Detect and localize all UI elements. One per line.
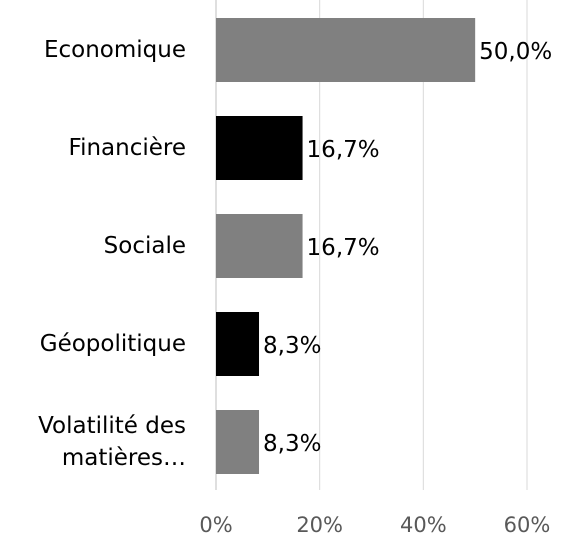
x-tick-label: 40% bbox=[399, 513, 447, 537]
value-label: 8,3% bbox=[263, 431, 322, 457]
bar bbox=[216, 18, 476, 82]
value-label: 8,3% bbox=[263, 333, 322, 359]
y-tick-label: Sociale bbox=[103, 233, 186, 259]
bar bbox=[216, 214, 303, 278]
value-label: 50,0% bbox=[479, 39, 553, 65]
value-label: 16,7% bbox=[306, 137, 380, 163]
x-tick-label: 60% bbox=[503, 513, 551, 537]
x-tick-label: 0% bbox=[199, 513, 233, 537]
x-tick-label: 20% bbox=[296, 513, 343, 537]
y-tick-label: Economique bbox=[43, 37, 186, 63]
bar bbox=[216, 116, 303, 180]
y-tick-label: Géopolitique bbox=[39, 331, 186, 357]
y-tick-label: Volatilité des matières… bbox=[38, 413, 186, 471]
value-label: 16,7% bbox=[306, 235, 380, 261]
y-tick-label: Financière bbox=[68, 135, 186, 161]
bar bbox=[216, 410, 260, 474]
bar bbox=[216, 312, 260, 376]
